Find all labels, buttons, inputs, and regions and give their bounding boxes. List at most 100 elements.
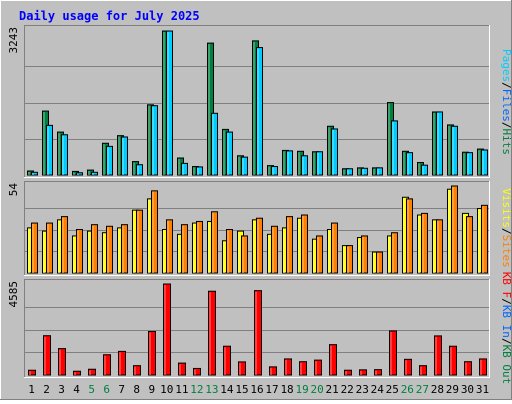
bar-bottom-kb-f	[329, 344, 337, 376]
bar-middle-sites	[271, 225, 278, 274]
bar-bottom-kb-f	[73, 370, 81, 376]
panel-top: 3243 Pages/Files/Hits	[7, 25, 512, 178]
bar-bottom-kb-f	[58, 348, 66, 376]
bar-top-pages	[31, 171, 38, 176]
x-tick-label: 26	[401, 383, 414, 396]
bar-middle-sites	[241, 235, 248, 274]
bar-middle-sites	[301, 214, 308, 274]
bar-bottom-kb-f	[299, 361, 307, 376]
x-tick-label: 25	[386, 383, 399, 396]
x-tick-label: 16	[250, 383, 263, 396]
panel-bottom-ymax-label: 4585	[7, 281, 20, 308]
bar-bottom-kb-f	[449, 345, 457, 376]
chart-title: Daily usage for July 2025	[19, 9, 200, 23]
bar-middle-sites	[136, 209, 143, 274]
bar-top-pages	[406, 152, 413, 176]
x-tick-label: 17	[265, 383, 278, 396]
bar-bottom-kb-f	[434, 335, 442, 376]
bar-top-pages	[91, 171, 98, 176]
bar-top-pages	[256, 47, 263, 176]
bar-bottom-kb-f	[359, 369, 367, 376]
bar-middle-sites	[436, 219, 443, 274]
x-tick-label: 2	[43, 383, 50, 396]
bar-bottom-kb-f	[43, 335, 51, 376]
x-tick-label: 24	[371, 383, 385, 396]
bar-middle-sites	[331, 222, 338, 274]
bar-middle-sites	[196, 220, 203, 274]
bar-top-pages	[271, 166, 278, 176]
x-tick-label: 29	[446, 383, 459, 396]
x-tick-label: 31	[476, 383, 489, 396]
legend-item-kb-in: KB In	[500, 305, 512, 338]
x-axis-labels: 1 2 3 4 5 6 7 8 9 10 11 12 13 14 15 16 17 18 19 20 21 22 23 24 2…	[28, 383, 489, 396]
x-tick-label: 14	[220, 383, 234, 396]
bar-middle-sites	[151, 190, 158, 274]
panel-middle-legend: Visits/Sites	[500, 188, 512, 268]
bar-middle-sites	[106, 225, 113, 274]
bar-top-pages	[421, 164, 428, 176]
bar-top-pages	[451, 125, 458, 176]
x-tick-label: 20	[311, 383, 324, 396]
panel-top-legend: Pages/Files/Hits	[500, 49, 512, 155]
x-tick-label: 8	[133, 383, 140, 396]
bar-top-pages	[166, 30, 173, 176]
bar-top-hits	[207, 42, 214, 176]
bar-bottom-kb-f	[193, 367, 201, 376]
bar-top-pages	[466, 152, 473, 176]
bar-top-pages	[286, 150, 293, 176]
panel-bottom: 4585 KB F/KB In/KB Out	[7, 272, 512, 385]
bar-top-pages	[361, 167, 368, 176]
bar-middle-sites	[91, 224, 98, 274]
bar-bottom-kb-f	[374, 369, 382, 376]
bar-top-pages	[121, 136, 128, 176]
bar-middle-sites	[361, 235, 368, 274]
x-tick-label: 19	[295, 383, 308, 396]
bar-middle-sites	[406, 198, 413, 274]
x-tick-label: 27	[416, 383, 429, 396]
bar-middle-sites	[76, 229, 83, 274]
x-tick-label: 12	[190, 383, 203, 396]
bar-bottom-kb-f	[314, 359, 322, 376]
bar-top-pages	[241, 156, 248, 176]
bar-bottom-kb-f	[208, 290, 216, 376]
bar-bottom-kb-f	[163, 283, 171, 376]
bar-top-pages	[76, 172, 83, 176]
x-tick-label: 28	[431, 383, 444, 396]
bar-middle-sites	[346, 245, 353, 274]
panel-middle: 54 Visits/Sites	[7, 181, 512, 276]
x-tick-label: 1	[28, 383, 35, 396]
x-tick-label: 18	[280, 383, 293, 396]
bar-top-pages	[136, 164, 143, 176]
bar-middle-sites	[46, 222, 53, 274]
x-tick-label: 9	[148, 383, 155, 396]
panel-top-ymax-label: 3243	[7, 27, 20, 54]
bar-middle-sites	[31, 222, 38, 274]
bar-top-pages	[226, 131, 233, 176]
x-tick-label: 22	[341, 383, 354, 396]
x-tick-label: 7	[118, 383, 125, 396]
legend-item-kb-out: KB Out	[500, 345, 512, 385]
bar-top-pages	[61, 134, 68, 176]
bar-top-pages	[211, 112, 218, 176]
x-tick-label: 6	[103, 383, 110, 396]
legend-item-pages: Pages	[500, 49, 512, 82]
bar-bottom-kb-f	[344, 369, 352, 376]
bar-middle-sites	[451, 185, 458, 274]
bar-middle-sites	[121, 224, 128, 274]
x-tick-label: 15	[235, 383, 248, 396]
bar-top-pages	[376, 167, 383, 176]
bar-top-pages	[151, 105, 158, 176]
legend-item-kb-f: KB F	[500, 272, 512, 299]
bar-bottom-kb-f	[269, 366, 277, 376]
bar-bottom-kb-f	[28, 369, 36, 376]
bar-bottom-kb-f	[389, 330, 397, 376]
legend-separator: /	[500, 338, 512, 345]
bar-middle-sites	[391, 232, 398, 274]
bar-top-pages	[46, 124, 53, 176]
bar-bottom-kb-f	[404, 358, 412, 376]
bar-bottom-kb-f	[103, 354, 111, 376]
bar-middle-sites	[376, 251, 383, 274]
panel-middle-ymax-label: 54	[7, 183, 20, 197]
bar-top-pages	[301, 155, 308, 176]
bar-middle-sites	[421, 212, 428, 274]
